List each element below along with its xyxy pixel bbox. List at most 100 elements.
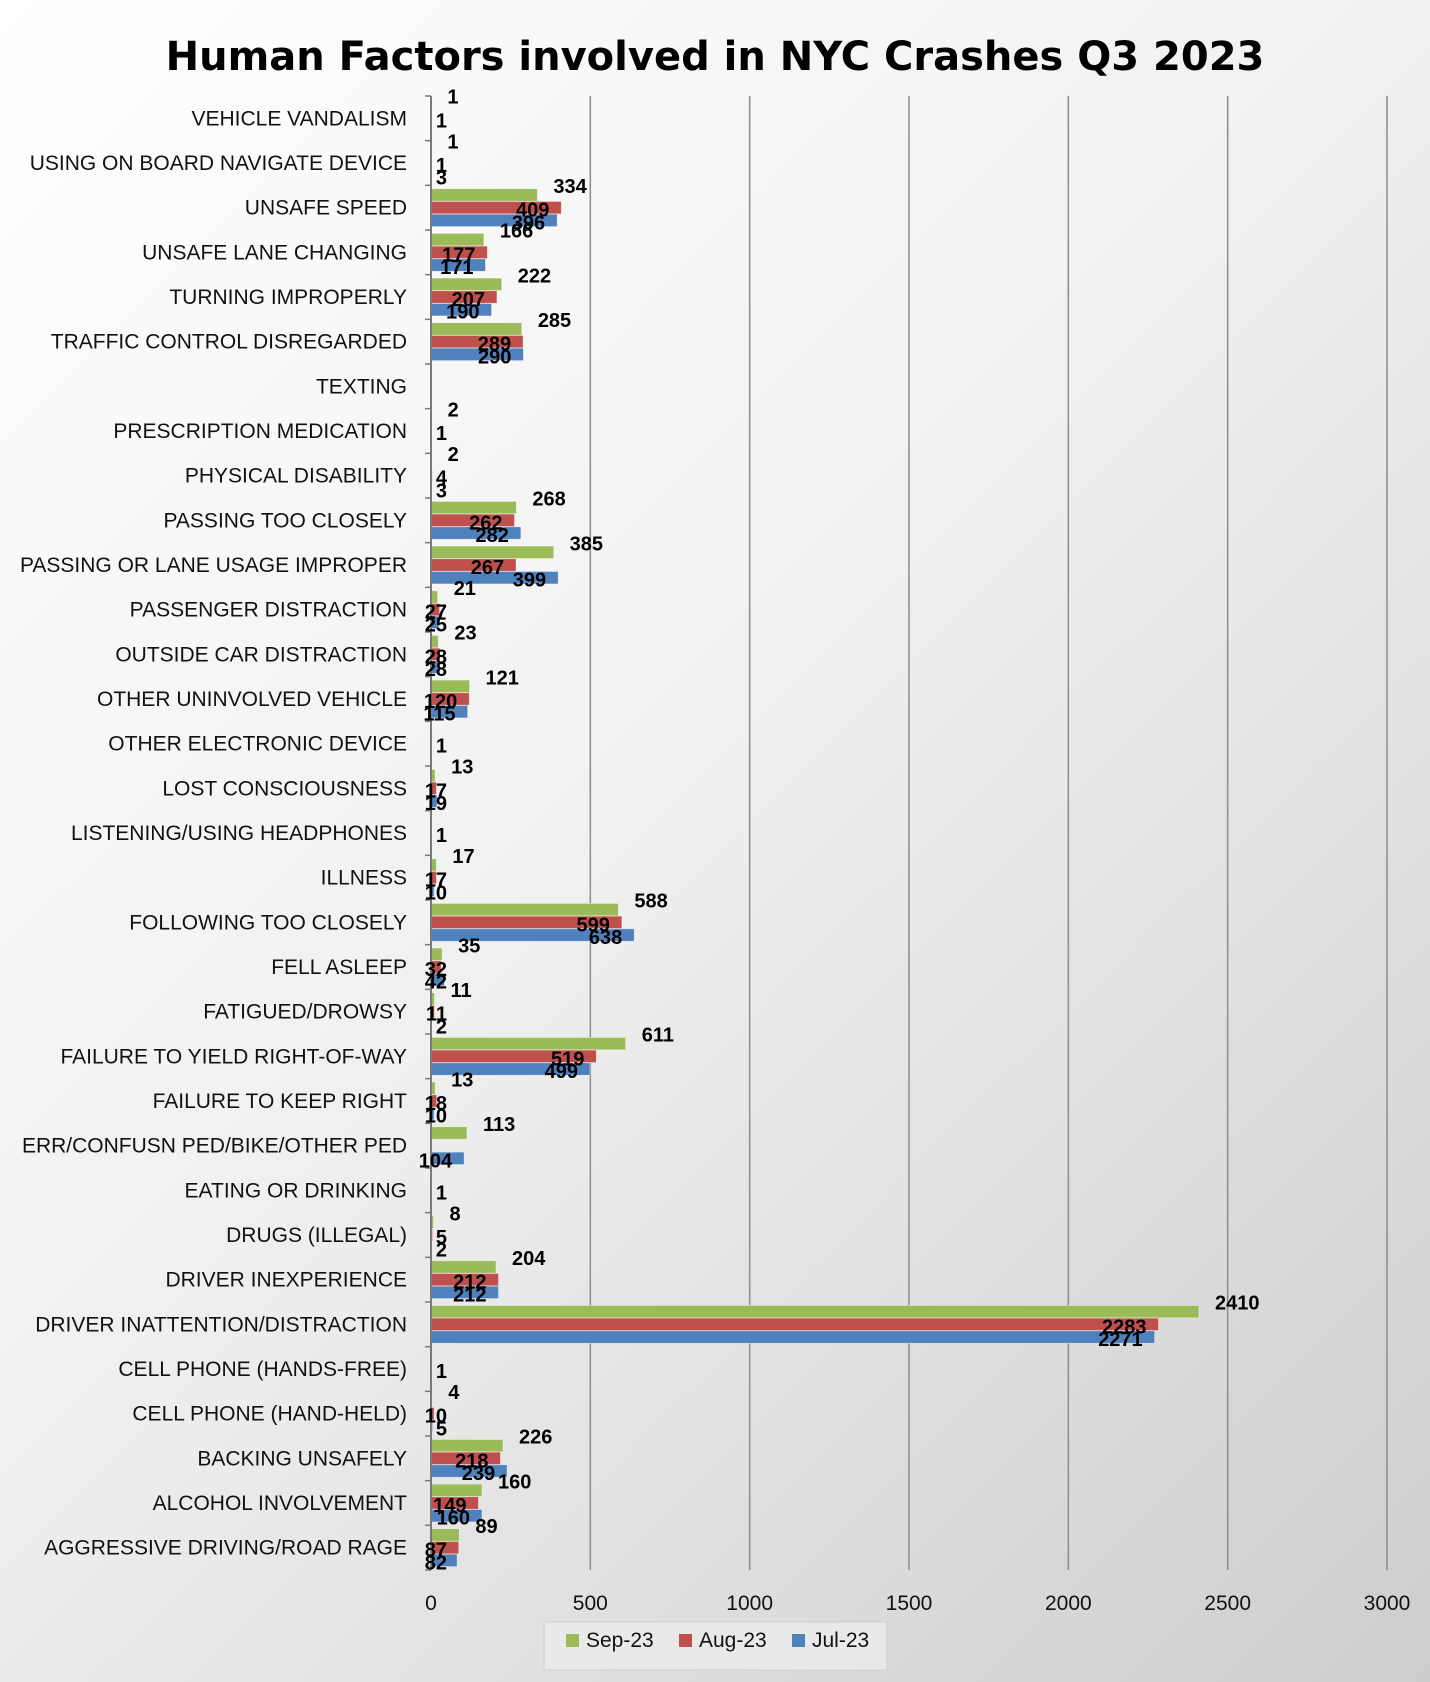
data-label: 396	[512, 212, 545, 234]
data-label: 2	[448, 444, 459, 466]
data-label: 32	[425, 959, 447, 981]
data-label: 28	[425, 659, 447, 681]
legend-label: Sep-23	[586, 1629, 654, 1652]
bar-sep-23	[430, 1126, 468, 1140]
data-label: 113	[483, 1114, 515, 1136]
category-label: USING ON BOARD NAVIGATE DEVICE	[30, 152, 407, 175]
data-label: 5	[436, 1227, 447, 1249]
data-label: 268	[532, 489, 565, 511]
category-label: EATING OR DRINKING	[185, 1179, 407, 1202]
data-label: 10	[425, 1106, 447, 1128]
data-label: 10	[425, 1406, 447, 1428]
category-label: ALCOHOL INVOLVEMENT	[153, 1492, 408, 1515]
category-label: TURNING IMPROPERLY	[169, 286, 407, 309]
x-tick-label: 2500	[1204, 1592, 1251, 1615]
data-label: 160	[498, 1471, 531, 1493]
bars	[430, 98, 1200, 1568]
data-label: 212	[453, 1284, 486, 1306]
data-label: 282	[475, 525, 508, 547]
bar-jul-23	[430, 1330, 1156, 1344]
data-label: 149	[433, 1495, 466, 1517]
data-label: 25	[425, 614, 447, 636]
data-label: 19	[425, 793, 447, 815]
data-label: 171	[440, 257, 473, 279]
data-label: 2410	[1215, 1293, 1260, 1315]
data-label: 17	[452, 846, 474, 868]
data-label: 1	[436, 825, 447, 847]
x-tick-label: 500	[573, 1592, 608, 1615]
data-label: 87	[425, 1540, 447, 1562]
data-label: 4	[448, 1382, 460, 1404]
category-label: CELL PHONE (HAND-HELD)	[132, 1403, 407, 1426]
data-label: 2271	[1098, 1329, 1143, 1351]
data-label: 267	[471, 557, 504, 579]
category-label: TRAFFIC CONTROL DISREGARDED	[51, 331, 407, 354]
data-label: 262	[469, 512, 502, 534]
data-label: 121	[486, 667, 519, 689]
data-label: 104	[419, 1150, 453, 1172]
data-label: 334	[553, 176, 587, 198]
data-label: 212	[453, 1272, 486, 1294]
data-label: 218	[455, 1450, 488, 1472]
data-label: 11	[426, 1004, 447, 1026]
data-label: 42	[425, 972, 447, 994]
category-label: PRESCRIPTION MEDICATION	[113, 420, 407, 443]
category-label: VEHICLE VANDALISM	[191, 107, 407, 130]
gridlines	[589, 96, 1388, 1570]
data-label: 2	[448, 399, 459, 421]
data-label: 239	[462, 1463, 495, 1485]
data-label: 385	[570, 533, 603, 555]
data-label: 160	[437, 1508, 470, 1530]
data-label: 1	[436, 155, 447, 177]
data-label: 89	[475, 1516, 497, 1538]
data-label: 82	[425, 1552, 447, 1574]
data-label: 11	[451, 980, 472, 1002]
legend-label: Aug-23	[699, 1629, 767, 1652]
data-label: 289	[478, 334, 511, 356]
data-label: 409	[516, 200, 549, 222]
data-label: 1	[436, 423, 447, 445]
category-label: FAILURE TO YIELD RIGHT-OF-WAY	[60, 1045, 407, 1068]
data-label: 588	[634, 891, 667, 913]
data-label: 1	[436, 736, 447, 758]
data-label: 18	[425, 1093, 447, 1115]
data-label: 519	[551, 1048, 584, 1070]
category-label: PASSING OR LANE USAGE IMPROPER	[20, 554, 407, 577]
data-label: 204	[512, 1248, 546, 1270]
legend-swatch	[679, 1634, 692, 1647]
data-label: 1	[447, 87, 458, 109]
data-label: 3	[436, 480, 447, 502]
data-label: 226	[519, 1427, 552, 1449]
category-label: CELL PHONE (HANDS-FREE)	[118, 1358, 407, 1381]
x-tick-label: 3000	[1364, 1592, 1411, 1615]
category-label: DRIVER INEXPERIENCE	[165, 1269, 407, 1292]
category-label: DRIVER INATTENTION/DISTRACTION	[35, 1313, 407, 1336]
legend-swatch	[792, 1634, 805, 1647]
data-label: 3	[436, 168, 447, 190]
category-label: UNSAFE LANE CHANGING	[142, 241, 407, 264]
data-label: 17	[425, 780, 447, 802]
data-label: 166	[500, 221, 533, 243]
data-label: 399	[513, 570, 546, 592]
category-label: FELL ASLEEP	[271, 956, 407, 979]
data-label: 2	[436, 1240, 447, 1262]
category-label: ILLNESS	[321, 867, 407, 890]
category-label: FOLLOWING TOO CLOSELY	[129, 911, 407, 934]
category-label: OUTSIDE CAR DISTRACTION	[115, 643, 407, 666]
data-label: 2	[436, 1016, 447, 1038]
data-label: 1	[436, 1182, 447, 1204]
category-label: PASSENGER DISTRACTION	[130, 599, 407, 622]
category-label: FAILURE TO KEEP RIGHT	[153, 1090, 408, 1113]
data-label: 28	[425, 646, 447, 668]
data-label: 1	[447, 131, 458, 153]
data-label: 10	[425, 882, 447, 904]
category-label: BACKING UNSAFELY	[197, 1447, 407, 1470]
data-label: 177	[442, 244, 475, 266]
data-label: 599	[577, 914, 610, 936]
category-label: OTHER ELECTRONIC DEVICE	[108, 733, 407, 756]
data-label: 120	[424, 691, 457, 713]
chart-title: Human Factors involved in NYC Crashes Q3…	[166, 34, 1265, 80]
bar-sep-23	[430, 1036, 627, 1051]
data-label: 207	[452, 289, 485, 311]
data-label: 21	[454, 578, 476, 600]
